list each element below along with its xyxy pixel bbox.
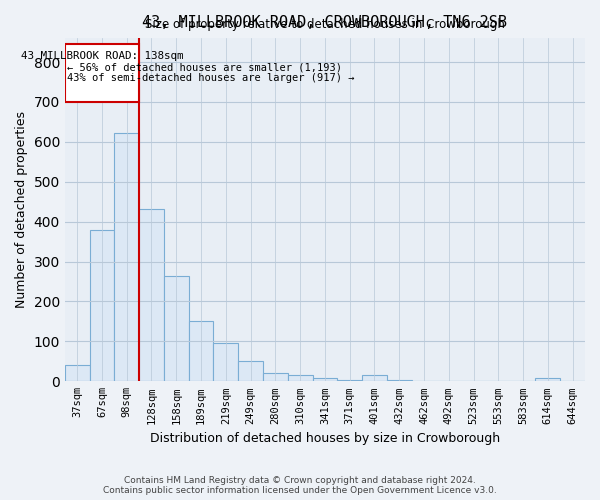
Bar: [65, 44, 139, 102]
Bar: [188, 320, 214, 382]
Title: 43, MILLBROOK ROAD, CROWBOROUGH, TN6 2SB: 43, MILLBROOK ROAD, CROWBOROUGH, TN6 2SB: [142, 15, 508, 30]
Bar: [362, 376, 387, 382]
Bar: [214, 342, 238, 382]
Bar: [238, 360, 263, 382]
Text: 43% of semi-detached houses are larger (917) →: 43% of semi-detached houses are larger (…: [67, 73, 355, 83]
Y-axis label: Number of detached properties: Number of detached properties: [15, 111, 28, 308]
Text: Contains HM Land Registry data © Crown copyright and database right 2024.
Contai: Contains HM Land Registry data © Crown c…: [103, 476, 497, 495]
X-axis label: Distribution of detached houses by size in Crowborough: Distribution of detached houses by size …: [150, 432, 500, 445]
Bar: [387, 380, 412, 382]
Bar: [535, 378, 560, 382]
Bar: [288, 376, 313, 382]
Bar: [412, 380, 436, 382]
Text: ← 56% of detached houses are smaller (1,193): ← 56% of detached houses are smaller (1,…: [67, 62, 342, 72]
Bar: [313, 378, 337, 382]
Text: Size of property relative to detached houses in Crowborough: Size of property relative to detached ho…: [145, 18, 505, 31]
Bar: [115, 133, 139, 382]
Bar: [139, 209, 164, 382]
Text: 43 MILLBROOK ROAD: 138sqm: 43 MILLBROOK ROAD: 138sqm: [20, 52, 183, 62]
Bar: [65, 364, 89, 382]
Bar: [89, 230, 115, 382]
Bar: [263, 374, 288, 382]
Bar: [337, 380, 362, 382]
Bar: [164, 276, 188, 382]
